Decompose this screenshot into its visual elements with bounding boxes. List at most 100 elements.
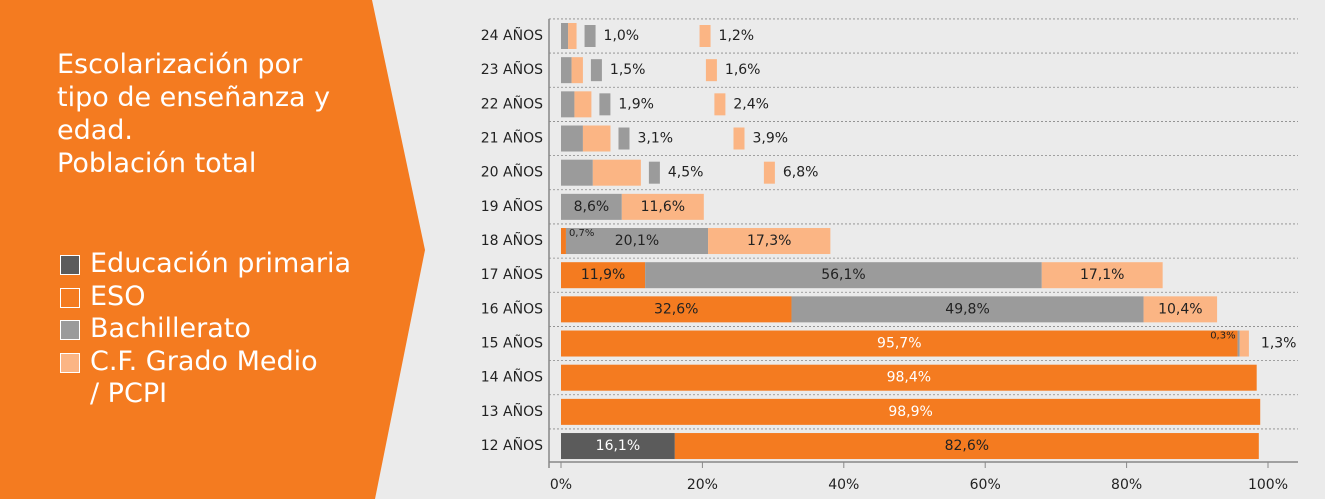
legend-swatch <box>60 352 80 373</box>
bar-segment <box>1143 296 1218 323</box>
label-swatch <box>618 127 630 150</box>
value-label: 17,3% <box>747 233 791 249</box>
bar-segment <box>561 23 569 49</box>
legend-swatch <box>60 320 80 340</box>
value-label: 16,1% <box>596 438 640 454</box>
title-block: Escolarización por tipo de enseñanza y e… <box>57 48 357 180</box>
legend-label: C.F. Grado Medio / PCPI <box>90 345 318 410</box>
value-label: 10,4% <box>1158 301 1202 317</box>
y-tick-label: 13 AÑOS <box>481 403 543 420</box>
bar-segment <box>1041 262 1163 289</box>
bar-segment <box>708 228 831 255</box>
bar-segment <box>561 262 646 289</box>
bar-segment <box>561 433 675 460</box>
y-tick-label: 22 AÑOS <box>481 95 543 112</box>
bar-segment <box>645 262 1042 289</box>
label-swatch <box>599 93 611 116</box>
value-label: 0,7% <box>569 228 594 239</box>
x-tick-label: 80% <box>1111 477 1142 493</box>
legend-swatch <box>60 287 80 308</box>
bar-segment <box>561 125 583 152</box>
label-swatch <box>714 93 726 116</box>
label-swatch <box>648 161 660 184</box>
value-label: 11,9% <box>581 267 625 283</box>
legend-item: Educación primaria <box>60 248 351 281</box>
value-label: 1,3% <box>1261 336 1297 352</box>
value-label: 1,5% <box>610 62 646 78</box>
bar-segment <box>1239 330 1249 357</box>
bar-segment <box>561 228 566 255</box>
y-tick-label: 17 AÑOS <box>481 266 543 283</box>
bar-segment <box>561 57 572 84</box>
y-tick-label: 23 AÑOS <box>481 61 543 78</box>
value-label: 98,9% <box>888 404 932 420</box>
bar-segment <box>1237 330 1240 357</box>
bar-segment <box>561 159 593 186</box>
value-label: 3,9% <box>752 131 788 147</box>
legend-item: ESO <box>60 281 351 314</box>
x-tick-label: 100% <box>1248 477 1288 493</box>
value-label: 2,4% <box>733 96 769 112</box>
bar-segment <box>561 91 575 118</box>
bar-segment <box>561 398 1261 425</box>
bar-segment <box>565 228 709 255</box>
value-label: 32,6% <box>654 301 698 317</box>
value-label: 1,0% <box>604 28 640 44</box>
y-tick-label: 24 AÑOS <box>481 27 543 44</box>
value-label: 56,1% <box>821 267 865 283</box>
value-label: 3,1% <box>637 131 673 147</box>
legend-label: ESO <box>90 280 146 312</box>
value-label: 1,2% <box>719 28 755 44</box>
value-label: 6,8% <box>783 165 819 181</box>
x-tick-label: 60% <box>970 477 1001 493</box>
legend: Educación primaria ESO Bachillerato C.F. Gr… <box>60 248 351 411</box>
legend-item: C.F. Grado Medio / PCPI <box>60 346 351 411</box>
bar-segment <box>592 159 641 186</box>
value-label: 95,7% <box>877 336 921 352</box>
value-label: 1,9% <box>618 96 654 112</box>
chart-subtitle: Población total <box>57 148 257 179</box>
label-swatch <box>733 127 745 150</box>
label-swatch <box>590 59 602 82</box>
chart-title: Escolarización por tipo de enseñanza y e… <box>57 49 331 146</box>
y-tick-label: 14 AÑOS <box>481 369 543 386</box>
y-tick-label: 18 AÑOS <box>481 232 543 249</box>
bar-segment <box>582 125 611 152</box>
bar-segment <box>561 193 622 220</box>
bar-segment <box>561 296 792 323</box>
label-swatch <box>705 59 717 82</box>
bar-segment <box>621 193 704 220</box>
title-panel <box>0 0 425 499</box>
value-label: 49,8% <box>945 301 989 317</box>
value-label: 0,3% <box>1210 331 1235 342</box>
y-tick-label: 19 AÑOS <box>481 198 543 215</box>
y-tick-label: 15 AÑOS <box>481 335 543 352</box>
bar-segment <box>791 296 1144 323</box>
bar-segment <box>571 57 583 84</box>
value-label: 17,1% <box>1080 267 1124 283</box>
label-swatch <box>763 161 775 184</box>
y-tick-label: 12 AÑOS <box>481 437 543 454</box>
y-tick-label: 20 AÑOS <box>481 164 543 181</box>
x-tick-label: 20% <box>687 477 718 493</box>
legend-item: Bachillerato <box>60 313 351 346</box>
bar-segment <box>561 330 1238 357</box>
value-label: 8,6% <box>574 199 610 215</box>
bar-segment <box>561 364 1257 391</box>
bar-segment <box>568 23 577 49</box>
x-tick-label: 40% <box>828 477 859 493</box>
value-label: 98,4% <box>887 370 931 386</box>
label-swatch <box>584 25 596 47</box>
value-label: 82,6% <box>945 438 989 454</box>
value-label: 11,6% <box>641 199 685 215</box>
value-label: 1,6% <box>725 62 761 78</box>
legend-label: Educación primaria <box>90 248 351 279</box>
label-swatch <box>699 25 711 47</box>
y-tick-label: 16 AÑOS <box>481 300 543 317</box>
bar-segment <box>574 91 592 118</box>
x-tick-label: 0% <box>550 477 572 493</box>
legend-label: Bachillerato <box>90 313 251 344</box>
y-tick-label: 21 AÑOS <box>481 130 543 147</box>
